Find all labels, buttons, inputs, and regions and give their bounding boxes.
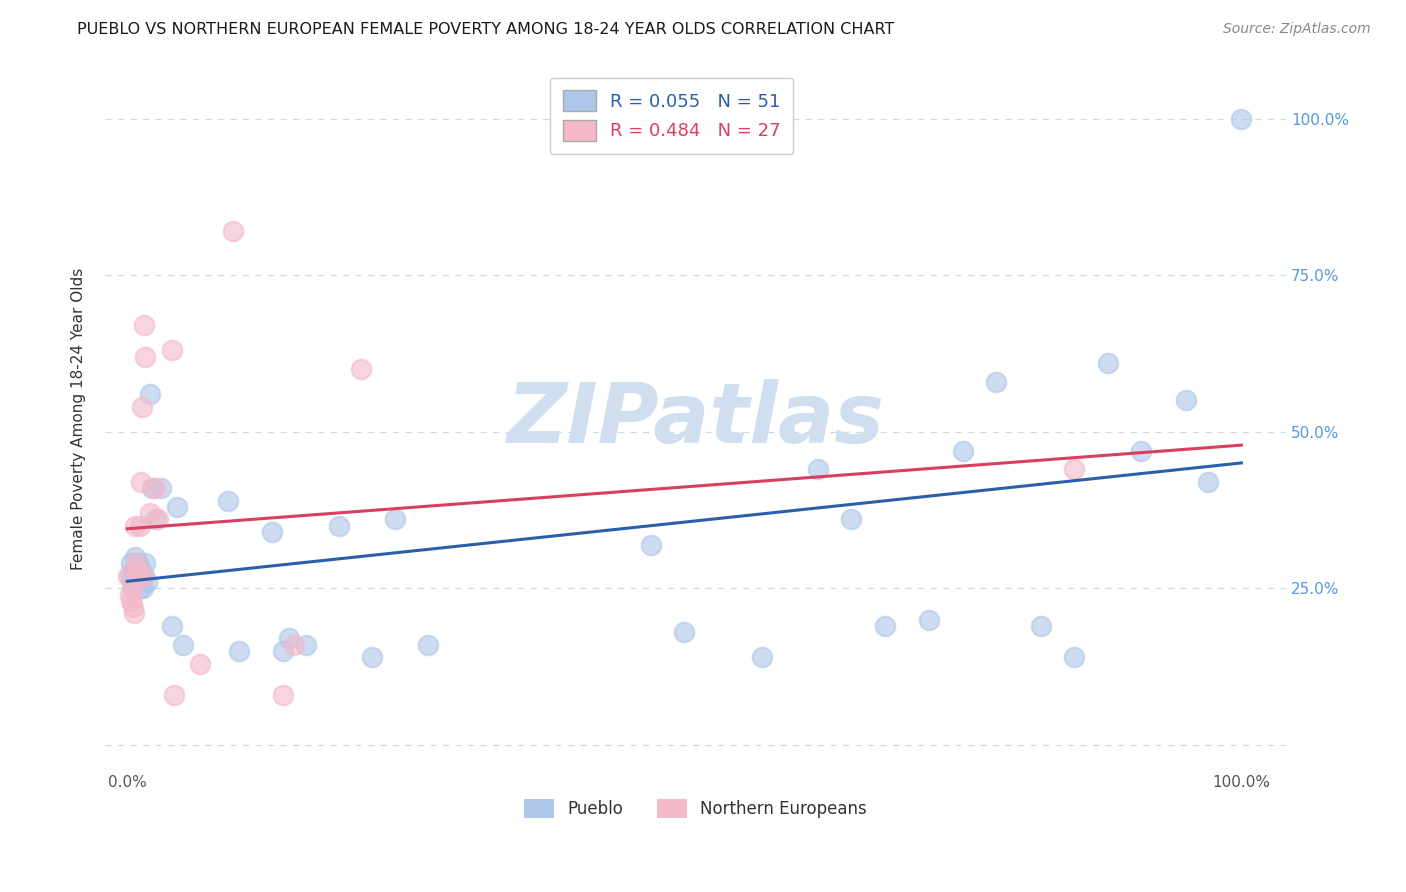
Point: [120, 594, 142, 608]
Point: [751, 650, 773, 665]
Point: [217, 493, 239, 508]
Point: [127, 569, 149, 583]
Point: [1174, 393, 1197, 408]
Point: [1097, 356, 1119, 370]
Point: [416, 638, 439, 652]
Point: [807, 462, 830, 476]
Point: [172, 638, 194, 652]
Point: [132, 318, 155, 333]
Point: [125, 563, 148, 577]
Point: [350, 362, 373, 376]
Point: [163, 688, 186, 702]
Point: [188, 657, 211, 671]
Point: [277, 632, 299, 646]
Point: [873, 619, 896, 633]
Point: [328, 518, 350, 533]
Point: [132, 569, 155, 583]
Point: [124, 549, 146, 564]
Point: [640, 537, 662, 551]
Point: [129, 475, 152, 489]
Point: [131, 569, 153, 583]
Point: [121, 575, 143, 590]
Point: [841, 512, 863, 526]
Point: [143, 512, 166, 526]
Point: [1197, 475, 1219, 489]
Point: [673, 625, 696, 640]
Point: [121, 600, 143, 615]
Point: [1063, 650, 1085, 665]
Text: PUEBLO VS NORTHERN EUROPEAN FEMALE POVERTY AMONG 18-24 YEAR OLDS CORRELATION CHA: PUEBLO VS NORTHERN EUROPEAN FEMALE POVER…: [77, 22, 894, 37]
Point: [132, 569, 155, 583]
Point: [122, 569, 145, 583]
Point: [129, 563, 152, 577]
Point: [138, 387, 160, 401]
Point: [148, 512, 170, 526]
Point: [127, 563, 149, 577]
Point: [271, 644, 294, 658]
Text: Source: ZipAtlas.com: Source: ZipAtlas.com: [1223, 22, 1371, 37]
Point: [160, 619, 183, 633]
Point: [271, 688, 294, 702]
Point: [141, 481, 163, 495]
Point: [128, 518, 150, 533]
Point: [121, 563, 143, 577]
Point: [121, 582, 143, 596]
Point: [143, 481, 166, 495]
Point: [125, 557, 148, 571]
Point: [166, 500, 188, 514]
Point: [117, 569, 139, 583]
Point: [361, 650, 384, 665]
Point: [228, 644, 250, 658]
Point: [138, 506, 160, 520]
Point: [120, 557, 142, 571]
Point: [127, 557, 149, 571]
Point: [124, 518, 146, 533]
Point: [132, 582, 155, 596]
Point: [1063, 462, 1085, 476]
Point: [1029, 619, 1052, 633]
Text: ZIPatlas: ZIPatlas: [506, 379, 884, 459]
Point: [1230, 112, 1253, 126]
Point: [952, 443, 974, 458]
Point: [262, 524, 284, 539]
Point: [160, 343, 183, 358]
Point: [986, 375, 1008, 389]
Point: [128, 582, 150, 596]
Point: [294, 638, 316, 652]
Point: [136, 575, 159, 590]
Point: [1130, 443, 1153, 458]
Point: [127, 569, 149, 583]
Point: [283, 638, 305, 652]
Point: [118, 569, 141, 583]
Point: [918, 613, 941, 627]
Point: [222, 224, 245, 238]
Point: [127, 575, 149, 590]
Point: [134, 350, 156, 364]
Point: [149, 481, 172, 495]
Point: [384, 512, 406, 526]
Point: [118, 588, 141, 602]
Legend: Pueblo, Northern Europeans: Pueblo, Northern Europeans: [517, 792, 873, 825]
Point: [124, 569, 146, 583]
Y-axis label: Female Poverty Among 18-24 Year Olds: Female Poverty Among 18-24 Year Olds: [72, 268, 86, 570]
Point: [134, 557, 156, 571]
Point: [122, 607, 145, 621]
Point: [131, 400, 153, 414]
